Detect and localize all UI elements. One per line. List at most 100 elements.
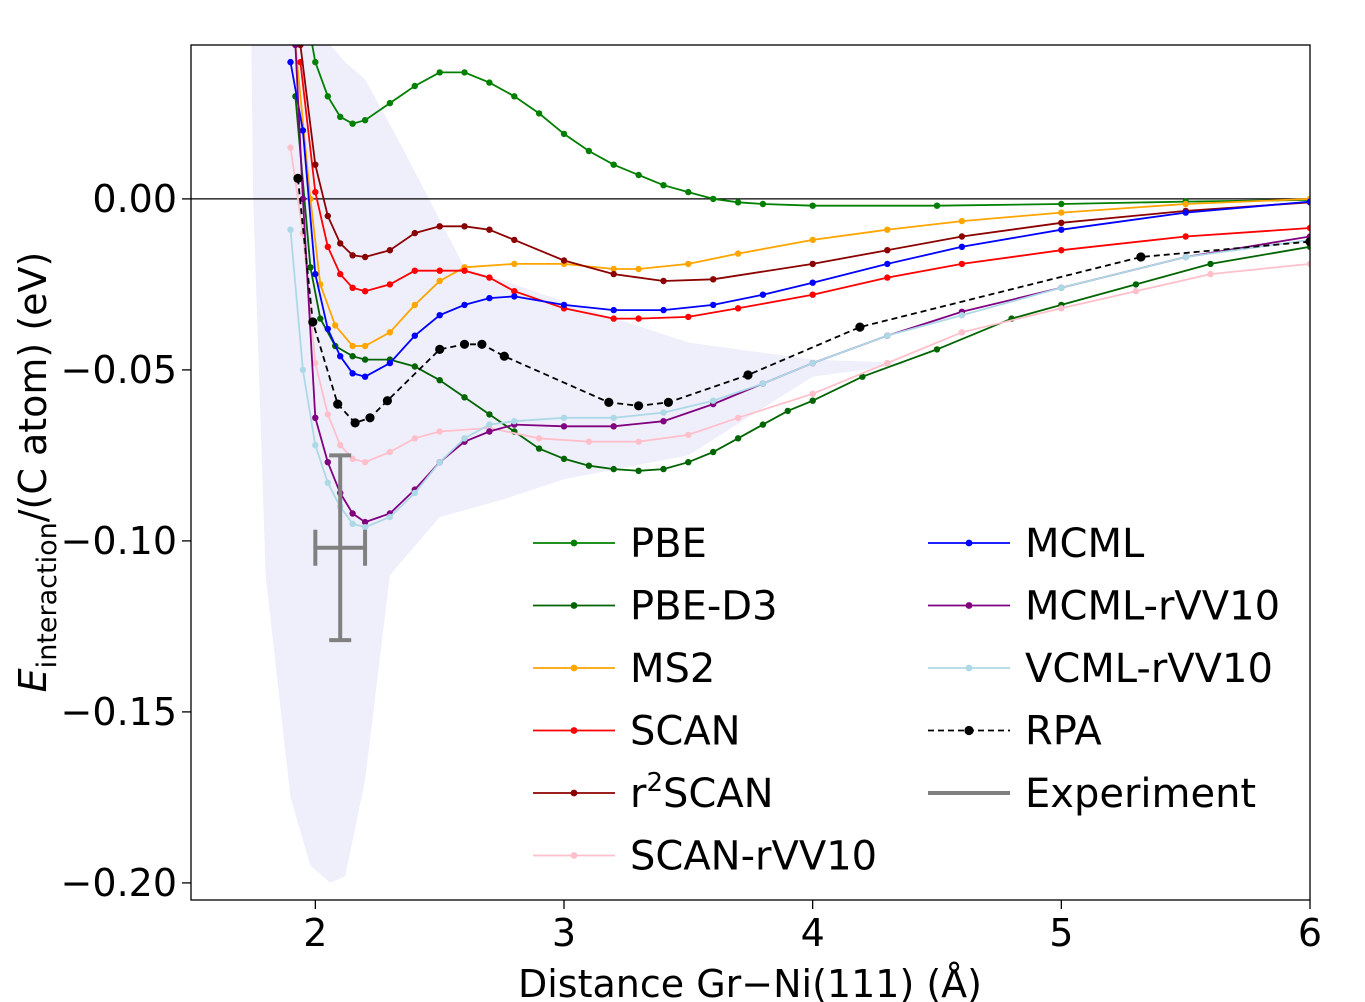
data-point-r2scan xyxy=(461,223,468,230)
data-point-pbe-d3 xyxy=(560,455,568,462)
legend-label: r2SCAN xyxy=(630,768,774,817)
data-point-mcml xyxy=(1182,209,1189,216)
legend: PBE PBE-D3 MS2 SCAN r2SCAN SCAN-rVV10 MCML MCML… xyxy=(533,521,1280,880)
data-point-rpa xyxy=(365,413,375,423)
data-point-pbe xyxy=(337,113,344,121)
legend-entry: PBE-D3 xyxy=(533,584,778,630)
data-point-rpa xyxy=(435,344,445,354)
data-point-scan-rvv10 xyxy=(884,359,891,367)
data-point-r2scan xyxy=(560,257,568,264)
data-point-scan-rvv10 xyxy=(386,448,394,456)
data-point-rpa xyxy=(459,339,470,349)
data-point-pbe xyxy=(386,99,394,107)
legend-marker xyxy=(570,602,578,609)
data-point-rpa xyxy=(293,173,303,183)
data-point-scan xyxy=(461,267,468,274)
legend-entry: r2SCAN xyxy=(533,768,774,817)
data-point-scan-rvv10 xyxy=(535,435,543,442)
data-point-pbe xyxy=(312,58,319,66)
data-point-pbe-d3 xyxy=(535,445,543,452)
data-point-r2scan xyxy=(958,233,966,240)
data-point-rpa xyxy=(634,401,644,411)
data-point-pbe-d3 xyxy=(759,421,767,428)
data-point-scan-rvv10 xyxy=(958,329,966,336)
data-point-scan xyxy=(958,260,966,268)
legend-entry: SCAN xyxy=(533,709,741,755)
data-point-scan-rvv10 xyxy=(635,438,642,445)
legend-marker xyxy=(570,789,578,797)
data-point-ms2 xyxy=(958,217,966,225)
legend-entry: Experiment xyxy=(928,771,1256,817)
y-tick-label: −0.05 xyxy=(61,348,177,392)
data-point-mcml xyxy=(411,332,418,339)
data-point-pbe xyxy=(759,200,767,208)
y-label-subscript: interaction xyxy=(32,522,63,668)
data-point-rpa xyxy=(1305,237,1310,247)
data-point-pbe xyxy=(349,120,356,127)
data-point-pbe-d3 xyxy=(610,465,617,473)
data-point-scan-rvv10 xyxy=(685,431,692,439)
data-point-pbe-d3 xyxy=(859,373,866,380)
data-point-mcml xyxy=(958,243,966,250)
data-point-pbe xyxy=(361,117,369,124)
data-point-scan xyxy=(734,305,742,312)
data-point-r2scan xyxy=(324,212,331,220)
data-point-rpa xyxy=(604,397,614,407)
data-point-pbe-d3 xyxy=(1207,260,1214,268)
legend-marker xyxy=(964,725,974,736)
data-point-scan-rvv10 xyxy=(1207,270,1214,278)
data-point-scan-rvv10 xyxy=(411,435,418,442)
y-axis-label: Einteraction/(C atom) (eV) xyxy=(11,252,63,693)
data-point-vcml-rvv10 xyxy=(660,409,667,416)
data-point-pbe-d3 xyxy=(784,407,791,415)
data-point-mcml-rvv10 xyxy=(560,423,568,430)
data-point-vcml-rvv10 xyxy=(1058,284,1065,291)
data-point-vcml-rvv10 xyxy=(386,513,394,521)
data-point-pbe xyxy=(560,130,568,138)
data-point-ms2 xyxy=(809,236,816,244)
x-tick-label: 4 xyxy=(801,911,825,955)
data-point-mcml-rvv10 xyxy=(299,195,307,203)
data-point-pbe xyxy=(809,202,816,209)
data-point-scan xyxy=(884,274,891,281)
data-point-ms2 xyxy=(635,265,642,273)
data-point-r2scan xyxy=(809,260,816,268)
data-point-ms2 xyxy=(884,226,891,233)
legend-label: RPA xyxy=(1025,709,1102,755)
data-point-scan xyxy=(511,288,518,295)
data-point-scan xyxy=(324,243,331,250)
legend-marker xyxy=(965,602,973,609)
data-point-mcml xyxy=(324,325,331,333)
data-point-scan xyxy=(1182,233,1189,240)
data-point-pbe-d3 xyxy=(1132,281,1140,288)
data-point-scan xyxy=(411,267,418,274)
data-point-pbe xyxy=(933,202,941,209)
data-point-mcml xyxy=(349,370,356,377)
data-point-mcml xyxy=(809,279,816,286)
data-point-r2scan xyxy=(436,223,443,230)
data-point-r2scan xyxy=(297,45,304,49)
data-point-pbe xyxy=(535,110,543,117)
data-point-scan-rvv10 xyxy=(312,359,319,367)
data-point-scan-rvv10 xyxy=(1058,305,1065,312)
data-point-vcml-rvv10 xyxy=(324,479,331,486)
legend-label: MCML xyxy=(1025,521,1145,567)
series-pbe xyxy=(311,45,1310,209)
data-point-vcml-rvv10 xyxy=(560,414,568,421)
series-rpa xyxy=(293,173,1310,428)
data-point-ms2 xyxy=(361,342,369,350)
legend-label: PBE xyxy=(630,521,707,567)
data-point-r2scan xyxy=(361,253,369,261)
data-point-scan-rvv10 xyxy=(287,144,294,151)
legend-entry: MCML-rVV10 xyxy=(928,584,1280,630)
data-point-mcml xyxy=(759,291,767,298)
data-point-scan xyxy=(486,274,493,281)
data-point-mcml xyxy=(710,301,717,309)
data-point-scan xyxy=(1306,224,1310,232)
data-point-mcml-rvv10 xyxy=(349,510,356,517)
y-tick-label: 0.00 xyxy=(92,177,177,221)
series-line-mcml xyxy=(289,61,1310,378)
y-tick-label: −0.20 xyxy=(61,861,177,905)
